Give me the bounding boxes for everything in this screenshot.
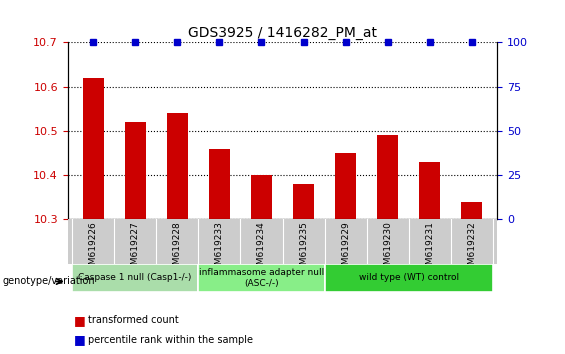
- Text: GSM619230: GSM619230: [383, 221, 392, 276]
- Bar: [209, 149, 230, 219]
- Text: inflammasome adapter null
(ASC-/-): inflammasome adapter null (ASC-/-): [199, 268, 324, 287]
- Bar: [167, 113, 188, 219]
- Bar: [125, 122, 146, 219]
- Text: GSM619233: GSM619233: [215, 221, 224, 276]
- Text: ■: ■: [73, 333, 85, 346]
- Text: GSM619235: GSM619235: [299, 221, 308, 276]
- Bar: [377, 135, 398, 219]
- Text: transformed count: transformed count: [88, 315, 179, 325]
- Text: GSM619228: GSM619228: [173, 221, 182, 275]
- Bar: [335, 153, 356, 219]
- Bar: [82, 78, 103, 219]
- Bar: [198, 264, 325, 292]
- Text: GSM619231: GSM619231: [425, 221, 434, 276]
- Text: GSM619229: GSM619229: [341, 221, 350, 275]
- Bar: [462, 202, 483, 219]
- Bar: [72, 264, 198, 292]
- Bar: [325, 264, 493, 292]
- Text: percentile rank within the sample: percentile rank within the sample: [88, 335, 253, 345]
- Text: Caspase 1 null (Casp1-/-): Caspase 1 null (Casp1-/-): [79, 273, 192, 282]
- Title: GDS3925 / 1416282_PM_at: GDS3925 / 1416282_PM_at: [188, 26, 377, 40]
- Bar: [251, 175, 272, 219]
- Bar: [419, 162, 440, 219]
- Text: wild type (WT) control: wild type (WT) control: [359, 273, 459, 282]
- Text: GSM619232: GSM619232: [467, 221, 476, 275]
- Text: GSM619226: GSM619226: [89, 221, 98, 275]
- Text: ■: ■: [73, 314, 85, 327]
- Bar: [293, 184, 314, 219]
- Text: genotype/variation: genotype/variation: [3, 276, 95, 286]
- Text: GSM619227: GSM619227: [131, 221, 140, 275]
- Text: GSM619234: GSM619234: [257, 221, 266, 275]
